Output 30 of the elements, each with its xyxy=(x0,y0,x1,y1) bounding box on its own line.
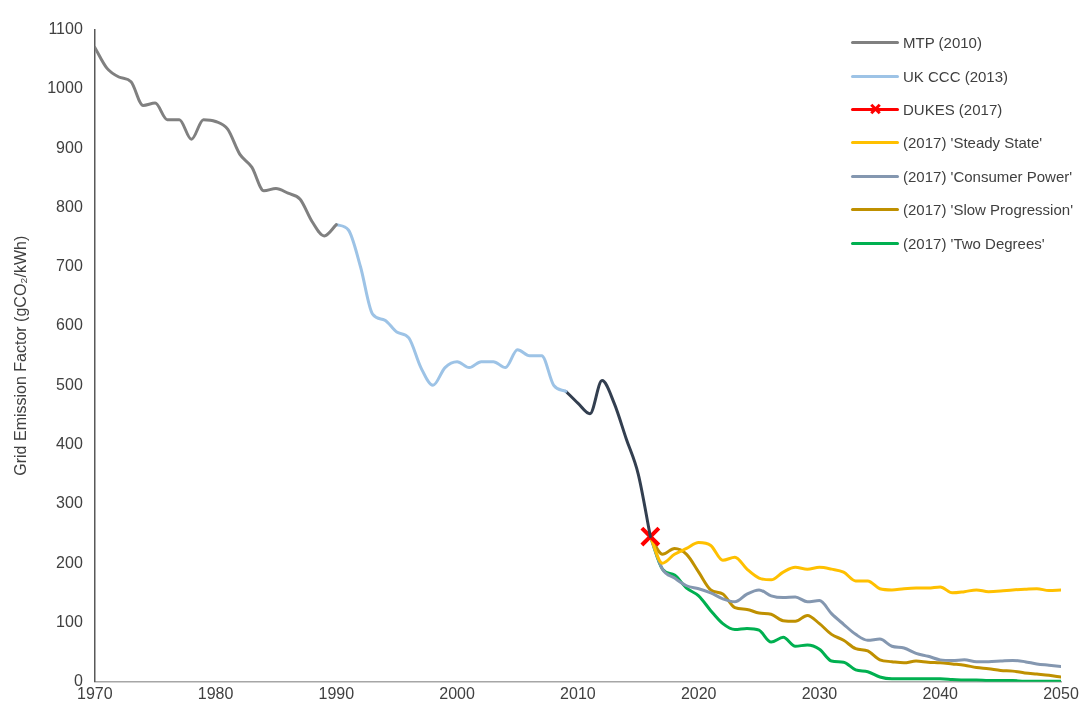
y-tick-label: 500 xyxy=(56,375,83,393)
x-tick-label: 2000 xyxy=(439,684,476,702)
x-tick-label: 2020 xyxy=(680,684,717,702)
x-tick-label: 2010 xyxy=(560,684,596,702)
x-tick-label: 2040 xyxy=(922,684,959,702)
x-tick-label: 1990 xyxy=(318,684,355,702)
line-series xyxy=(564,379,652,539)
legend-label: (2017) 'Steady State' xyxy=(903,134,1043,152)
y-tick-label: 100 xyxy=(56,612,83,630)
x-tick-label: 2030 xyxy=(801,684,838,702)
y-tick-label: 200 xyxy=(56,553,83,571)
legend-label: MTP (2010) xyxy=(903,34,982,52)
x-tick-label: 1980 xyxy=(197,684,234,702)
y-tick-label: 1000 xyxy=(47,79,83,97)
y-tick-label: 600 xyxy=(56,316,83,334)
line-series xyxy=(334,223,568,393)
y-tick-label: 300 xyxy=(56,494,83,512)
y-tick-label: 800 xyxy=(56,197,83,215)
y-tick-label: 900 xyxy=(56,138,83,156)
y-tick-label: 1100 xyxy=(48,20,83,38)
legend-label: (2017) 'Two Degrees' xyxy=(903,234,1045,252)
legend-label: (2017) 'Consumer Power' xyxy=(903,167,1073,185)
y-tick-label: 700 xyxy=(56,257,83,275)
legend-label: DUKES (2017) xyxy=(903,100,1003,118)
legend-label: (2017) 'Slow Progression' xyxy=(903,201,1073,219)
line-series xyxy=(94,45,338,238)
legend-label: UK CCC (2013) xyxy=(903,67,1009,85)
x-tick-label: 2050 xyxy=(1043,684,1079,702)
y-axis-title: Grid Emission Factor (gCO₂/kWh) xyxy=(12,235,30,476)
y-tick-label: 400 xyxy=(56,435,83,453)
